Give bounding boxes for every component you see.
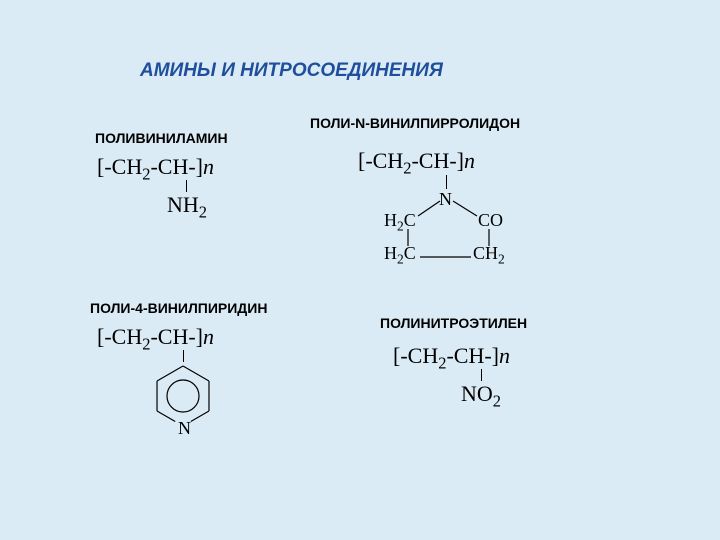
chemistry-slide: АМИНЫ И НИТРОСОЕДИНЕНИЯ ПОЛИВИНИЛАМИН [-… <box>0 0 720 540</box>
label-polynitroethylene: ПОЛИНИТРОЭТИЛЕН <box>380 315 527 331</box>
bond-polynitroethylene <box>481 369 482 381</box>
substituent-polynitroethylene: NO2 <box>461 381 501 407</box>
formula-polynitroethylene: [-CH2-CH-]n <box>393 343 510 369</box>
pvp-ring-bonds <box>0 0 720 540</box>
